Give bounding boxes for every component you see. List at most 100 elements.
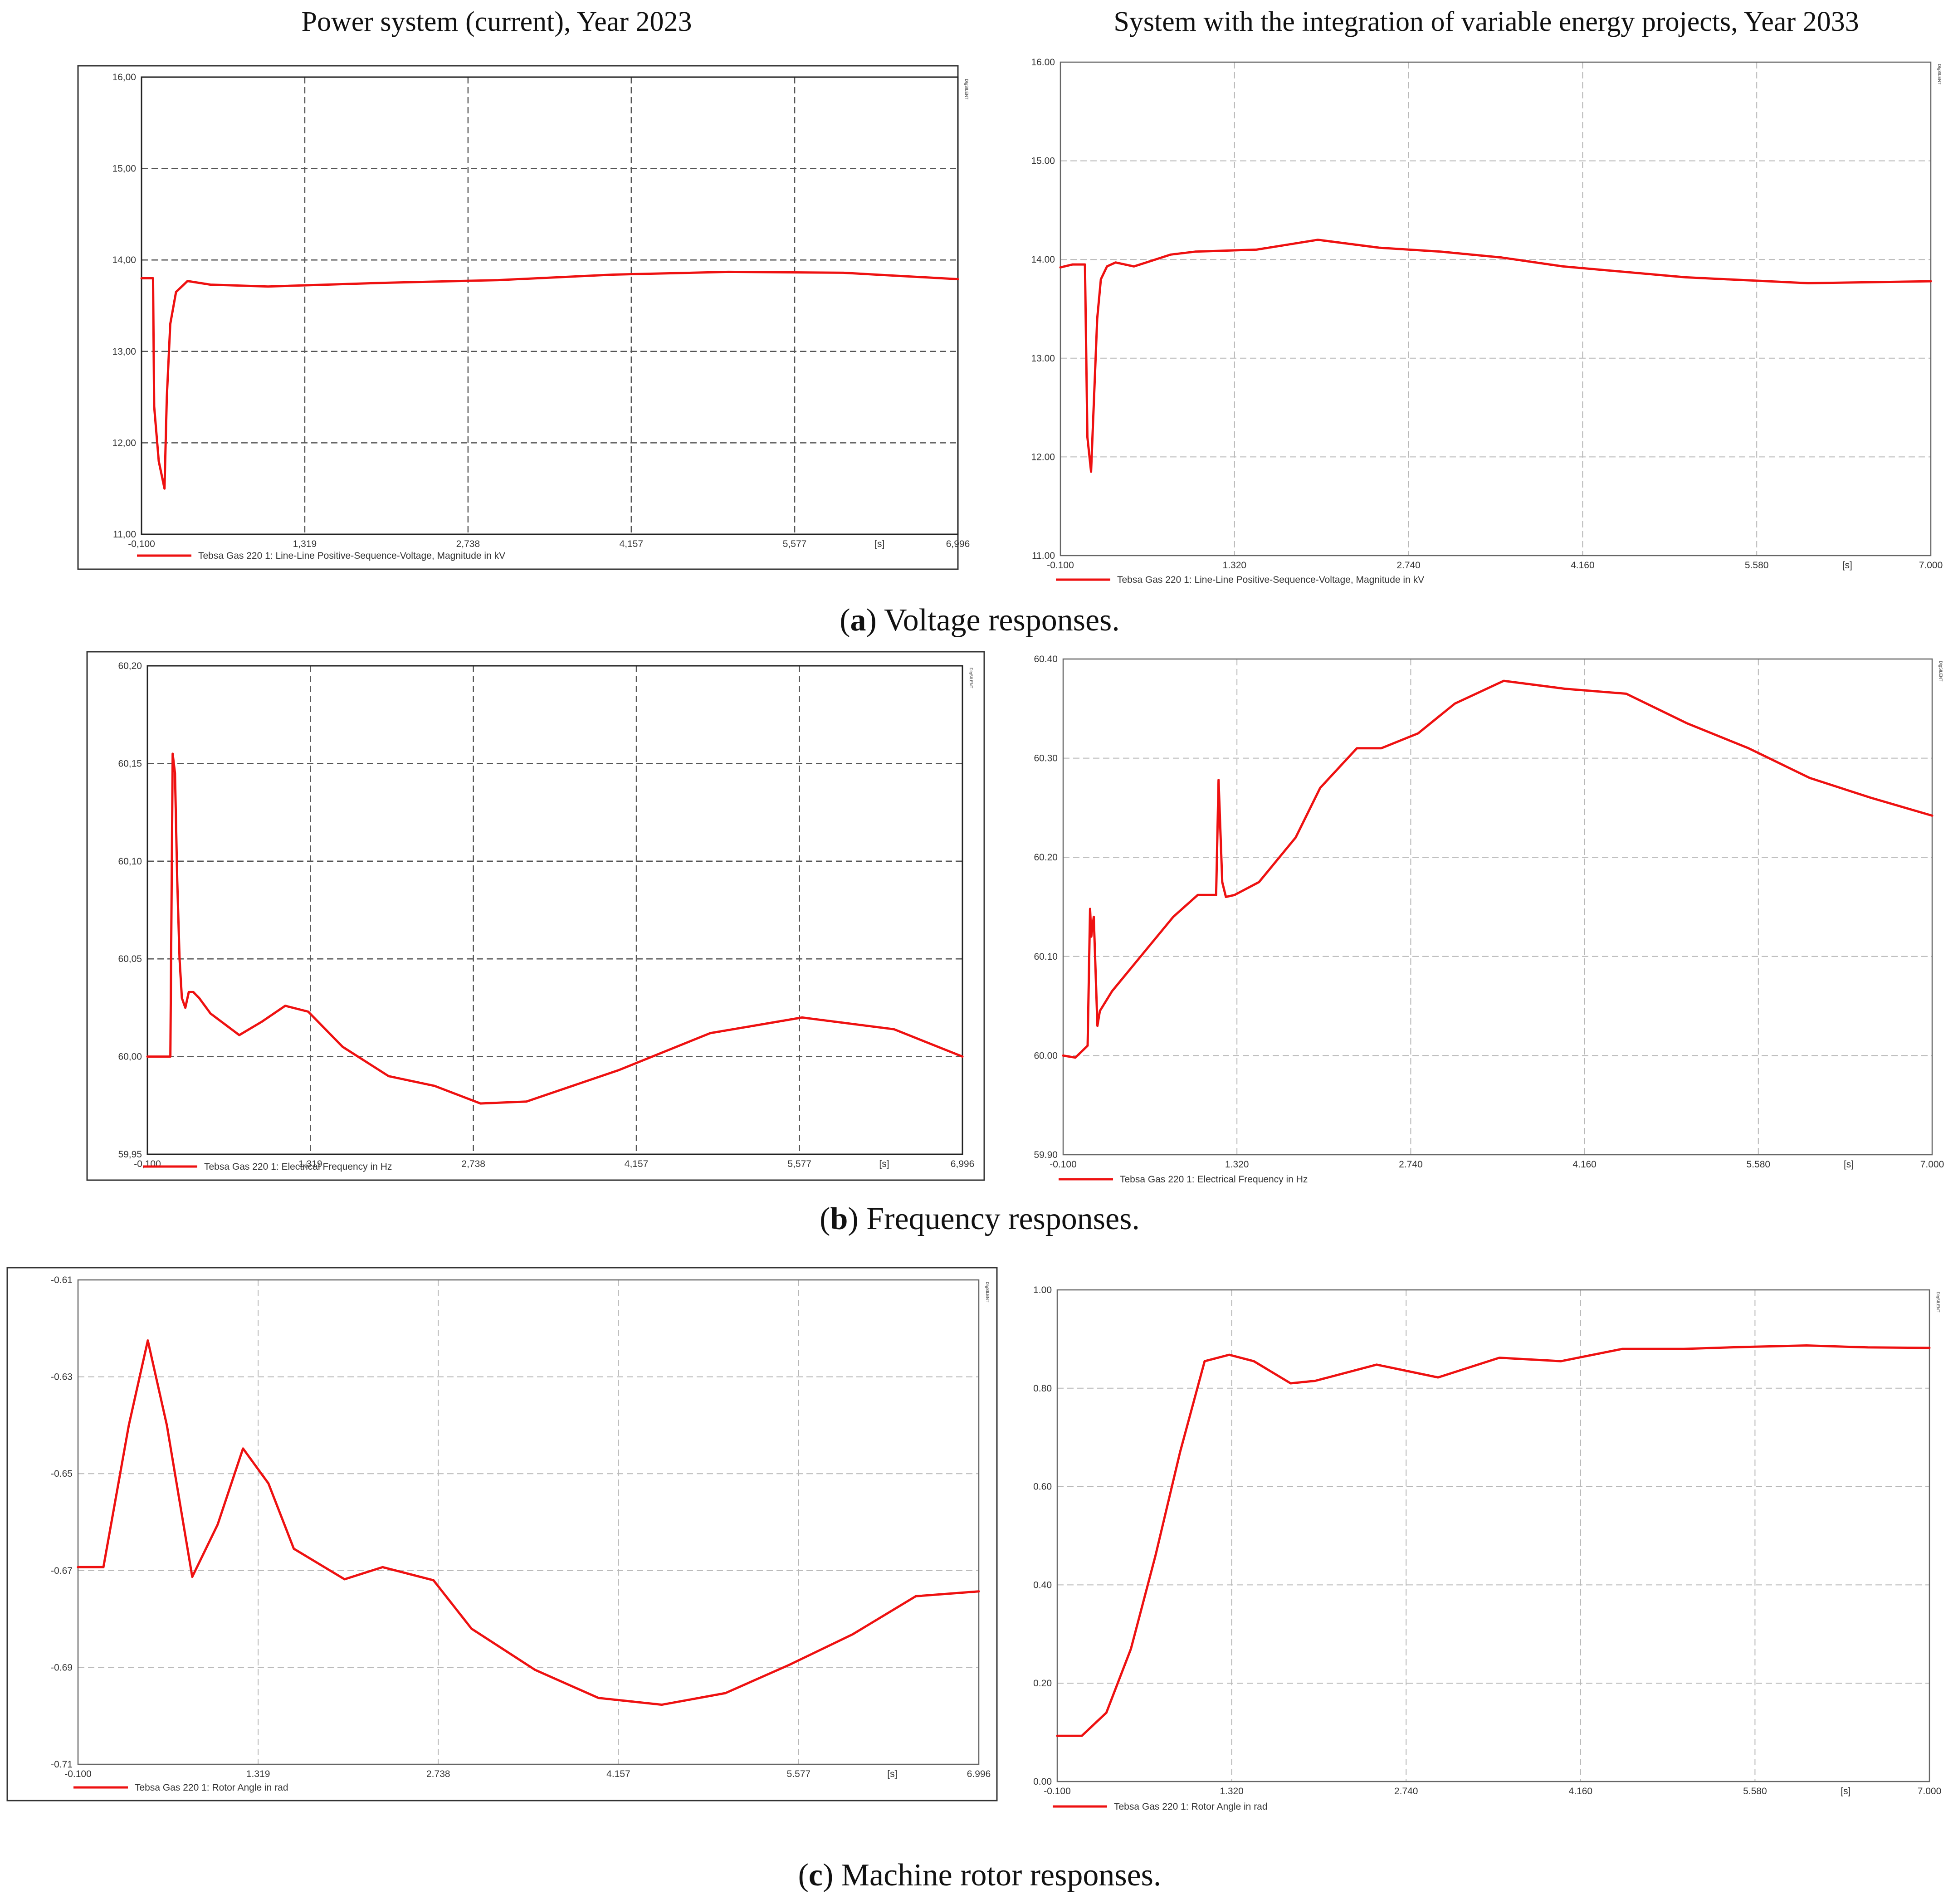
series-line (146, 752, 964, 1105)
y-tick-label: -0.71 (51, 1759, 73, 1770)
chart-1: 11,00 12,00 13,00 14,00 15,00 16,00 -0,100 1,31… (77, 65, 970, 570)
y-tick-label: 0.80 (1033, 1383, 1052, 1394)
y-tick-label: -0.61 (51, 1275, 73, 1285)
y-tick-label: 14,00 (112, 255, 136, 265)
y-tick-label: 60,15 (118, 758, 142, 769)
x-unit-label: [s] (879, 1159, 889, 1169)
x-tick-label: 5.580 (1745, 560, 1769, 571)
plot-area (146, 665, 963, 1155)
plot-area (141, 76, 959, 535)
x-tick-label: 4,157 (620, 539, 644, 549)
series-line (77, 1339, 980, 1706)
y-tick-label: 12,00 (112, 438, 136, 448)
x-tick-label: 5.580 (1743, 1786, 1767, 1797)
vendor-logo: DIgSILENT (1937, 64, 1942, 85)
y-tick-label: 12.00 (1031, 452, 1055, 462)
y-tick-label: 60.10 (1034, 952, 1058, 962)
vendor-logo: DIgSILENT (985, 1282, 990, 1303)
x-tick-label: 7.000 (1918, 1786, 1942, 1797)
column-title-left: Power system (current), Year 2023 (302, 6, 692, 37)
chart-6: 0.00 0.20 0.40 0.60 0.80 1.00 -0.100 1.320 2.740… (1033, 1285, 1941, 1812)
x-tick-label: -0.100 (1050, 1159, 1077, 1170)
chart-5: -0.71 -0.69 -0.67 -0.65 -0.63 -0.61 -0.100 1.31… (6, 1267, 998, 1801)
chart-frame (77, 65, 959, 570)
y-tick-label: 1.00 (1033, 1285, 1052, 1295)
x-tick-label: 4.160 (1569, 1786, 1593, 1797)
caption-b: (b) Frequency responses. (820, 1201, 1140, 1236)
series-line (1059, 239, 1932, 473)
x-tick-label: -0.100 (1044, 1786, 1071, 1797)
x-tick-label: 2.740 (1399, 1159, 1423, 1170)
y-tick-label: -0.63 (51, 1372, 73, 1382)
y-tick-label: 60.40 (1034, 654, 1058, 664)
series-line (1062, 679, 1934, 1059)
x-tick-label: 1,319 (298, 1159, 322, 1169)
plot-area (1056, 1289, 1930, 1782)
x-unit-label: [s] (1842, 560, 1852, 571)
legend-label: Tebsa Gas 220 1: Line-Line Positive-Sequ… (198, 551, 505, 561)
x-tick-label: 6.996 (967, 1769, 991, 1779)
x-unit-label: [s] (1844, 1159, 1854, 1170)
charts-layer: 11,00 12,00 13,00 14,00 15,00 16,00 -0,100 1,31… (6, 57, 1944, 1812)
x-tick-label: 5,577 (783, 539, 807, 549)
x-tick-label: 2,738 (461, 1159, 485, 1169)
chart-3: 59,95 60,00 60,05 60,10 60,15 60,20 -0,100 1,31… (86, 651, 985, 1181)
column-title-right: System with the integration of variable … (1113, 6, 1859, 37)
y-tick-label: 60.20 (1034, 852, 1058, 863)
x-tick-label: 1.319 (246, 1769, 270, 1779)
y-tick-label: -0.67 (51, 1566, 73, 1576)
y-tick-label: 11,00 (113, 529, 136, 540)
y-tick-label: 60,20 (118, 661, 142, 671)
chart-frame (86, 651, 985, 1181)
y-tick-label: 14.00 (1031, 254, 1055, 265)
x-tick-label: 4.157 (606, 1769, 630, 1779)
x-unit-label: [s] (874, 539, 884, 549)
x-tick-label: 7.000 (1919, 560, 1943, 571)
y-tick-label: 16.00 (1031, 57, 1055, 68)
y-tick-label: -0.69 (51, 1662, 73, 1673)
chart-frame (6, 1267, 998, 1801)
y-tick-label: 11.00 (1032, 551, 1055, 561)
vendor-logo: DIgSILENT (964, 79, 969, 100)
series-line (140, 270, 959, 490)
x-tick-label: 4,157 (625, 1159, 649, 1169)
vendor-logo: DIgSILENT (969, 668, 973, 688)
x-tick-label: 4.160 (1572, 1159, 1597, 1170)
y-tick-label: 0.40 (1033, 1580, 1052, 1590)
series-line (1056, 1344, 1931, 1737)
y-tick-label: 15,00 (112, 164, 136, 174)
chart-4: 59.90 60.00 60.10 60.20 60.30 60.40 -0.100 1.32… (1034, 654, 1944, 1185)
x-tick-label: 6,996 (951, 1159, 975, 1169)
x-tick-label: -0,100 (128, 539, 155, 549)
legend-label: Tebsa Gas 220 1: Electrical Frequency in… (1120, 1174, 1308, 1185)
y-tick-label: 0.20 (1033, 1678, 1052, 1689)
x-tick-label: -0.100 (1047, 560, 1074, 571)
x-unit-label: [s] (887, 1769, 897, 1779)
y-tick-label: 60,00 (118, 1052, 142, 1062)
y-tick-label: 16,00 (112, 72, 136, 83)
y-tick-label: 0.00 (1033, 1777, 1052, 1787)
plot-area (77, 1279, 980, 1765)
x-tick-label: 2.740 (1394, 1786, 1418, 1797)
x-tick-label: -0,100 (134, 1159, 161, 1169)
x-tick-label: 1.320 (1223, 560, 1247, 571)
caption-a: (a) Voltage responses. (840, 603, 1120, 638)
x-tick-label: -0.100 (64, 1769, 92, 1779)
y-tick-label: 60,10 (118, 856, 142, 867)
x-tick-label: 7.000 (1920, 1159, 1944, 1170)
y-tick-label: 59.90 (1034, 1150, 1058, 1160)
x-tick-label: 1.320 (1225, 1159, 1249, 1170)
x-tick-label: 5,577 (787, 1159, 811, 1169)
x-tick-label: 2.738 (426, 1769, 450, 1779)
plot-area (1062, 658, 1933, 1156)
legend-label: Tebsa Gas 220 1: Rotor Angle in rad (135, 1782, 288, 1793)
legend-label: Tebsa Gas 220 1: Rotor Angle in rad (1114, 1801, 1268, 1812)
x-tick-label: 6,996 (946, 539, 970, 549)
y-tick-label: 60,05 (118, 954, 142, 964)
legend-label: Tebsa Gas 220 1: Electrical Frequency in… (204, 1162, 392, 1172)
y-tick-label: 60.00 (1034, 1050, 1058, 1061)
y-tick-label: 0.60 (1033, 1482, 1052, 1492)
x-tick-label: 1,319 (293, 539, 317, 549)
y-tick-label: -0.65 (51, 1469, 73, 1479)
